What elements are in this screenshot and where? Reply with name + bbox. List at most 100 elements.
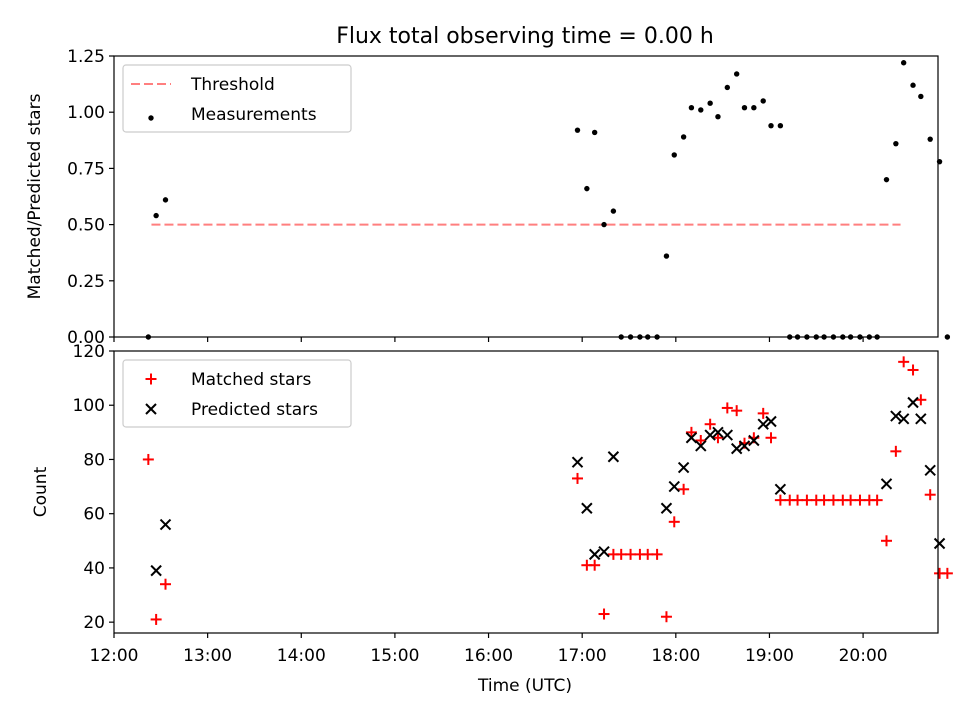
x-b (704, 429, 716, 441)
x-b (933, 537, 946, 550)
measurement-point (698, 107, 704, 113)
measurement-point (900, 60, 907, 66)
matched-star-point (792, 494, 804, 506)
legend: Matched stars Predicted stars (122, 359, 352, 428)
measurement-point (760, 98, 766, 104)
matched-star-point (915, 394, 927, 406)
x-b (581, 502, 593, 514)
chart-title: Flux total observing time = 0.00 h (336, 24, 714, 49)
legend-swatch-measurements (148, 115, 154, 121)
matched-star-point (150, 613, 162, 625)
top-plot-ratio: 0.00 0.25 0.50 0.75 1.00 1.25 Matched/Predicte… (25, 47, 951, 348)
y-tick-label: 40 (83, 559, 105, 579)
matched-star-point (845, 494, 857, 506)
x-b (765, 415, 777, 428)
x-tick-label: 15:00 (370, 646, 419, 666)
measurement-point (777, 122, 784, 129)
predicted-star-point (890, 410, 902, 422)
x-b (668, 480, 680, 493)
matched-star-point (685, 426, 697, 438)
y-tick-label: 60 (83, 505, 105, 525)
matched-star-point (142, 453, 154, 465)
matched-star-point (678, 483, 690, 495)
legend: Threshold Measurements (122, 64, 352, 133)
measurement-point (751, 105, 757, 111)
y-tick-label: 100 (73, 396, 105, 416)
matched-star-point (625, 548, 637, 560)
x-b (685, 432, 698, 444)
plot-frame (113, 55, 939, 338)
predicted-star-point (897, 413, 910, 425)
predicted-star-point (915, 413, 927, 425)
predicted-star-point (150, 564, 162, 577)
x-b (677, 461, 690, 474)
measurement-point (162, 197, 169, 203)
matched-star-point (712, 432, 724, 444)
x-b (712, 426, 724, 439)
x-b (660, 502, 673, 514)
x-b (915, 413, 927, 425)
x-b (159, 518, 172, 531)
x-tick-label: 17:00 (558, 646, 607, 666)
y-tick-label: 0.00 (67, 328, 105, 348)
predicted-star-point (712, 426, 724, 439)
x-b (730, 442, 743, 455)
x-b (695, 440, 707, 452)
y-tick-label: 1.00 (67, 103, 105, 123)
legend-label: Threshold (190, 75, 275, 95)
matched-star-point (615, 548, 627, 560)
matched-star-point (854, 494, 866, 506)
legend-swatch-matched (145, 373, 157, 385)
legend-label: Predicted stars (191, 400, 318, 420)
measurement-point (663, 253, 670, 259)
measurement-point (574, 127, 581, 133)
matched-star-point (898, 356, 910, 368)
y-axis-label: Count (31, 466, 51, 517)
measurement-point (591, 129, 598, 136)
x-b (571, 456, 584, 468)
predicted-star-point (933, 537, 946, 550)
predicted-star-point (774, 483, 787, 495)
matched-star-point (774, 494, 786, 506)
measurement-point (610, 208, 617, 214)
x-b (607, 451, 620, 463)
matched-star-point (924, 489, 936, 501)
x-tick-label: 12:00 (90, 646, 139, 666)
measurement-point (927, 136, 933, 142)
predicted-star-point (668, 480, 680, 493)
measurement-point (883, 176, 890, 183)
measurement-point (741, 105, 748, 111)
measurement-point (733, 71, 740, 77)
measurement-point (688, 105, 695, 111)
x-b (145, 403, 157, 415)
y-tick-label: 0.25 (67, 272, 105, 292)
legend-swatch-predicted (145, 403, 157, 415)
matched-star-point (704, 418, 716, 430)
matched-star-point (827, 494, 839, 506)
x-b (890, 410, 902, 422)
legend-label: Measurements (191, 105, 317, 125)
matched-star-point (818, 494, 830, 506)
x-tick-label: 14:00 (277, 646, 326, 666)
legend-box (122, 64, 352, 133)
matched-star-point (589, 559, 601, 571)
matched-star-point (890, 445, 902, 457)
measurement-point (893, 140, 899, 147)
measurement-point (768, 122, 774, 129)
x-b (907, 396, 919, 409)
measurement-point (601, 221, 607, 228)
predicted-star-point (880, 478, 893, 490)
x-axis-label: Time (UTC) (477, 676, 572, 696)
matched-star-point (757, 407, 769, 419)
x-b (897, 413, 910, 425)
predicted-star-point (598, 545, 610, 558)
legend-label: Matched stars (191, 370, 311, 390)
predicted-star-point (581, 502, 593, 514)
x-b (721, 429, 734, 441)
y-tick-label: 1.25 (67, 47, 105, 67)
y-tick-label: 120 (73, 342, 105, 362)
legend-box (122, 359, 352, 428)
y-tick-label: 80 (83, 450, 105, 470)
matched-star-point (651, 548, 663, 560)
